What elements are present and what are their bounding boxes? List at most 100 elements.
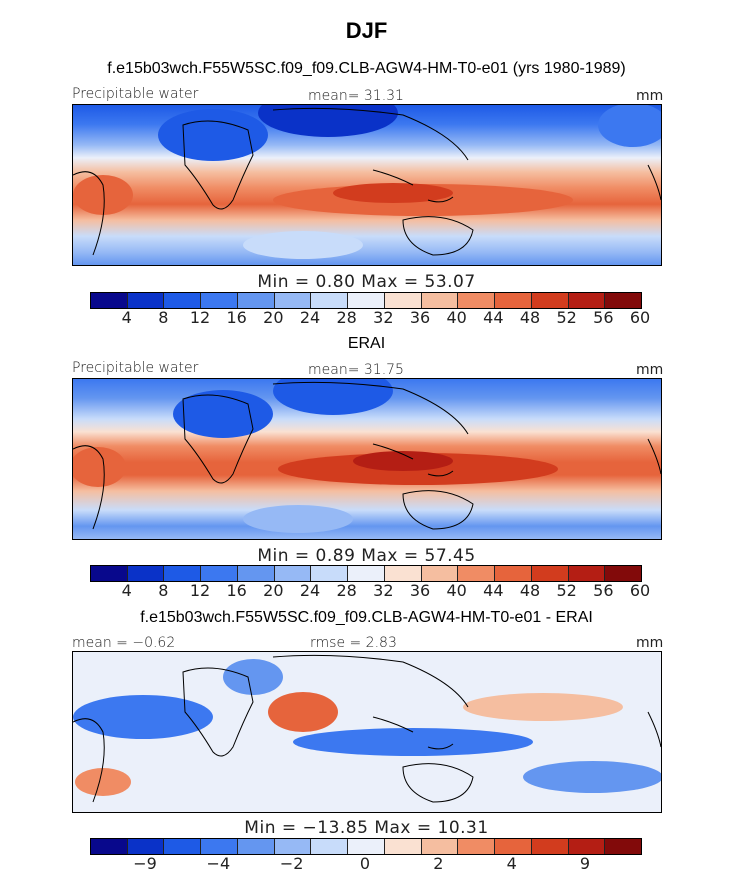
panel3-mean-label: mean = −0.62: [72, 635, 176, 651]
panel3-colorbar-swatch: [495, 839, 532, 854]
panel2-colorbar-swatch: [495, 566, 532, 581]
panel1-colorbar-swatch: [311, 293, 349, 308]
panel1-colorbar-tick-label: 28: [336, 308, 357, 327]
panel3-colorbar-tick-label: 0: [359, 854, 371, 873]
panel2-coast-asia: [272, 381, 469, 477]
panel1-colorbar-swatch: [458, 293, 496, 308]
panel1-colorbar-swatch: [91, 293, 128, 308]
panel2-colorbar-tick-label: 28: [336, 581, 357, 600]
panel3-field-low-warmpool: [293, 728, 533, 756]
panel2-colorbar-tick-label: 36: [409, 581, 431, 600]
panel2-colorbar-swatch: [311, 566, 349, 581]
panel2-field-peak: [353, 451, 453, 471]
panel1-colorbar-tick-label: 16: [226, 308, 247, 327]
panel2-colorbar-swatch: [91, 566, 128, 581]
panel3-colorbar-swatch: [421, 839, 459, 854]
panel2-colorbar-tick-label: 60: [629, 581, 651, 600]
panel3-colorbar-swatch: [201, 839, 238, 854]
panel1-colorbar-swatch: [421, 293, 459, 308]
panel1-colorbar-tick-label: 20: [263, 308, 284, 327]
panel1-colorbar-swatch: [201, 293, 238, 308]
panel1-colorbar-tick-label: 48: [519, 308, 541, 327]
panel3-colorbar-tick-label: −2: [279, 854, 304, 873]
panel3-minmax: Min = −13.85 Max = 10.31: [244, 818, 489, 838]
panel1-colorbar-tick-label: 8: [158, 308, 169, 327]
panel2-colorbar-tick-label: 56: [593, 581, 614, 600]
panel2-title: ERAI: [347, 335, 386, 352]
panel1-coast-asia: [272, 107, 469, 203]
panel1-colorbar-swatch: [384, 293, 422, 308]
panel3-field-low-spacific: [523, 761, 661, 793]
panel2-colorbar-tick-label: 52: [556, 581, 577, 600]
panel3-coast-asia: [272, 654, 469, 750]
panel1-colorbar-swatch: [348, 293, 385, 308]
panel2-colorbar-swatch: [127, 566, 165, 581]
panel2-units-label: mm: [636, 362, 664, 378]
panel1-colorbar-tick-label: 60: [629, 308, 651, 327]
panel1-colorbar-swatch: [605, 293, 642, 308]
panel2-colorbar-tick-label: 44: [483, 581, 504, 600]
panel1-field-low-namerica: [598, 105, 661, 147]
panel2-colorbar-tick-label: 12: [189, 581, 211, 600]
panel1-colorbar: [90, 292, 642, 309]
panel1-field-high-samerica: [73, 175, 133, 215]
panel3-field-high-npacific: [463, 693, 623, 721]
panel2-colorbar-swatch: [605, 566, 642, 581]
panel2-colorbar-tick-label: 24: [299, 581, 321, 600]
panel3-colorbar-swatch: [531, 839, 569, 854]
panel1-coast-americas: [73, 164, 661, 256]
panel3-field-high-arabian: [268, 692, 338, 732]
panel3-coast-americas: [73, 711, 661, 803]
panel2-coast-africa: [182, 394, 254, 484]
panel3-map: [72, 651, 662, 813]
panel2-colorbar-swatch: [531, 566, 569, 581]
panel3-coast-australia: [402, 763, 474, 803]
panel2-colorbar-swatch: [274, 566, 312, 581]
panel1-colorbar-swatch: [164, 293, 202, 308]
panel1-variable-label: Precipitable water: [72, 86, 199, 102]
panel1-units-label: mm: [636, 88, 664, 104]
panel2-field-high-samerica: [73, 447, 126, 487]
panel1-colorbar-tick-label: 44: [483, 308, 504, 327]
panel2-colorbar-tick-label: 16: [226, 581, 247, 600]
panel3-colorbar-tick-label: −9: [133, 854, 157, 873]
panel1-colorbar-swatch: [237, 293, 275, 308]
panel1-colorbar-tick-label: 40: [446, 308, 467, 327]
panel1-colorbar-tick-label: 36: [409, 308, 431, 327]
panel1-field-low-asia: [258, 105, 398, 137]
panel3-colorbar-tick-label: 2: [433, 854, 444, 873]
panel1-title: f.e15b03wch.F55W5SC.f09_f09.CLB-AGW4-HM-…: [107, 60, 626, 77]
panel3-field-low-africa: [223, 659, 283, 695]
panel3-colorbar-tick-label: −4: [206, 854, 231, 873]
panel1-field-low-sahara: [158, 109, 268, 161]
panel2-colorbar-tick-label: 40: [446, 581, 467, 600]
figure-title: DJF: [345, 18, 388, 43]
panel1-colorbar-swatch: [568, 293, 606, 308]
panel1-colorbar-swatch: [495, 293, 532, 308]
panel2-colorbar-tick-label: 48: [519, 581, 541, 600]
panel2-minmax: Min = 0.89 Max = 57.45: [257, 546, 476, 566]
panel2-field-low-asia: [273, 379, 393, 415]
panel2-colorbar-swatch: [237, 566, 275, 581]
panel1-field-low-indian: [243, 231, 363, 259]
panel3-colorbar-swatch: [237, 839, 275, 854]
panel1-minmax: Min = 0.80 Max = 53.07: [257, 272, 476, 292]
panel1-colorbar-swatch: [274, 293, 312, 308]
panel3-colorbar-swatch: [164, 839, 202, 854]
panel3-colorbar-swatch: [127, 839, 165, 854]
panel1-colorbar-tick-label: 52: [556, 308, 577, 327]
panel2-mean-label: mean= 31.75: [308, 362, 404, 378]
panel1-coast-australia: [402, 216, 474, 256]
panel3-map-svg: [73, 652, 661, 812]
panel2-colorbar-swatch: [384, 566, 422, 581]
panel3-field-high-satlantic: [75, 768, 131, 796]
panel3-colorbar: [90, 838, 642, 855]
panel2-colorbar-tick-label: 8: [158, 581, 169, 600]
panel1-colorbar-tick-label: 12: [189, 308, 211, 327]
panel1-field-peak: [333, 183, 453, 203]
panel3-field-low-atlantic: [73, 695, 213, 739]
panel3-coast-africa: [182, 667, 254, 757]
panel2-field-low-sahara: [173, 390, 273, 438]
panel1-colorbar-tick-label: 24: [299, 308, 321, 327]
panel1-mean-label: mean= 31.31: [308, 88, 404, 104]
